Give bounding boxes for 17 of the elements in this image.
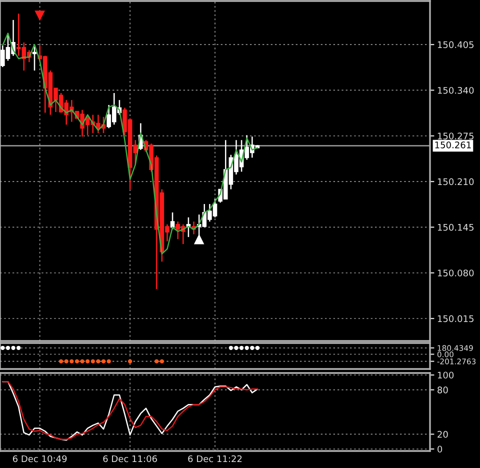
x-tick-label: 6 Dec 10:49 [12,455,67,462]
x-tick-label: 6 Dec 11:22 [188,455,242,462]
candlestick [170,212,175,230]
y-tick-label: 150.275 [438,132,474,140]
x-tick-label: 6 Dec 11:06 [103,455,157,462]
y-tick-label: 150.145 [438,224,474,231]
y-tick-label: 150.210 [438,178,474,186]
ref-line-label: 150.261 [435,142,471,148]
y-tick-label: 150.080 [438,270,474,276]
line-series [2,32,258,255]
y-tick-label: 20 [438,430,448,438]
y-tick-label: 150.015 [438,315,474,322]
y-tick-label: 80 [438,386,448,394]
y-tick-label: 150.340 [438,86,474,94]
y-tick-label: 150.405 [438,41,474,48]
y-tick-label: 100 [438,372,454,379]
y-tick-label: 0 [438,446,442,453]
